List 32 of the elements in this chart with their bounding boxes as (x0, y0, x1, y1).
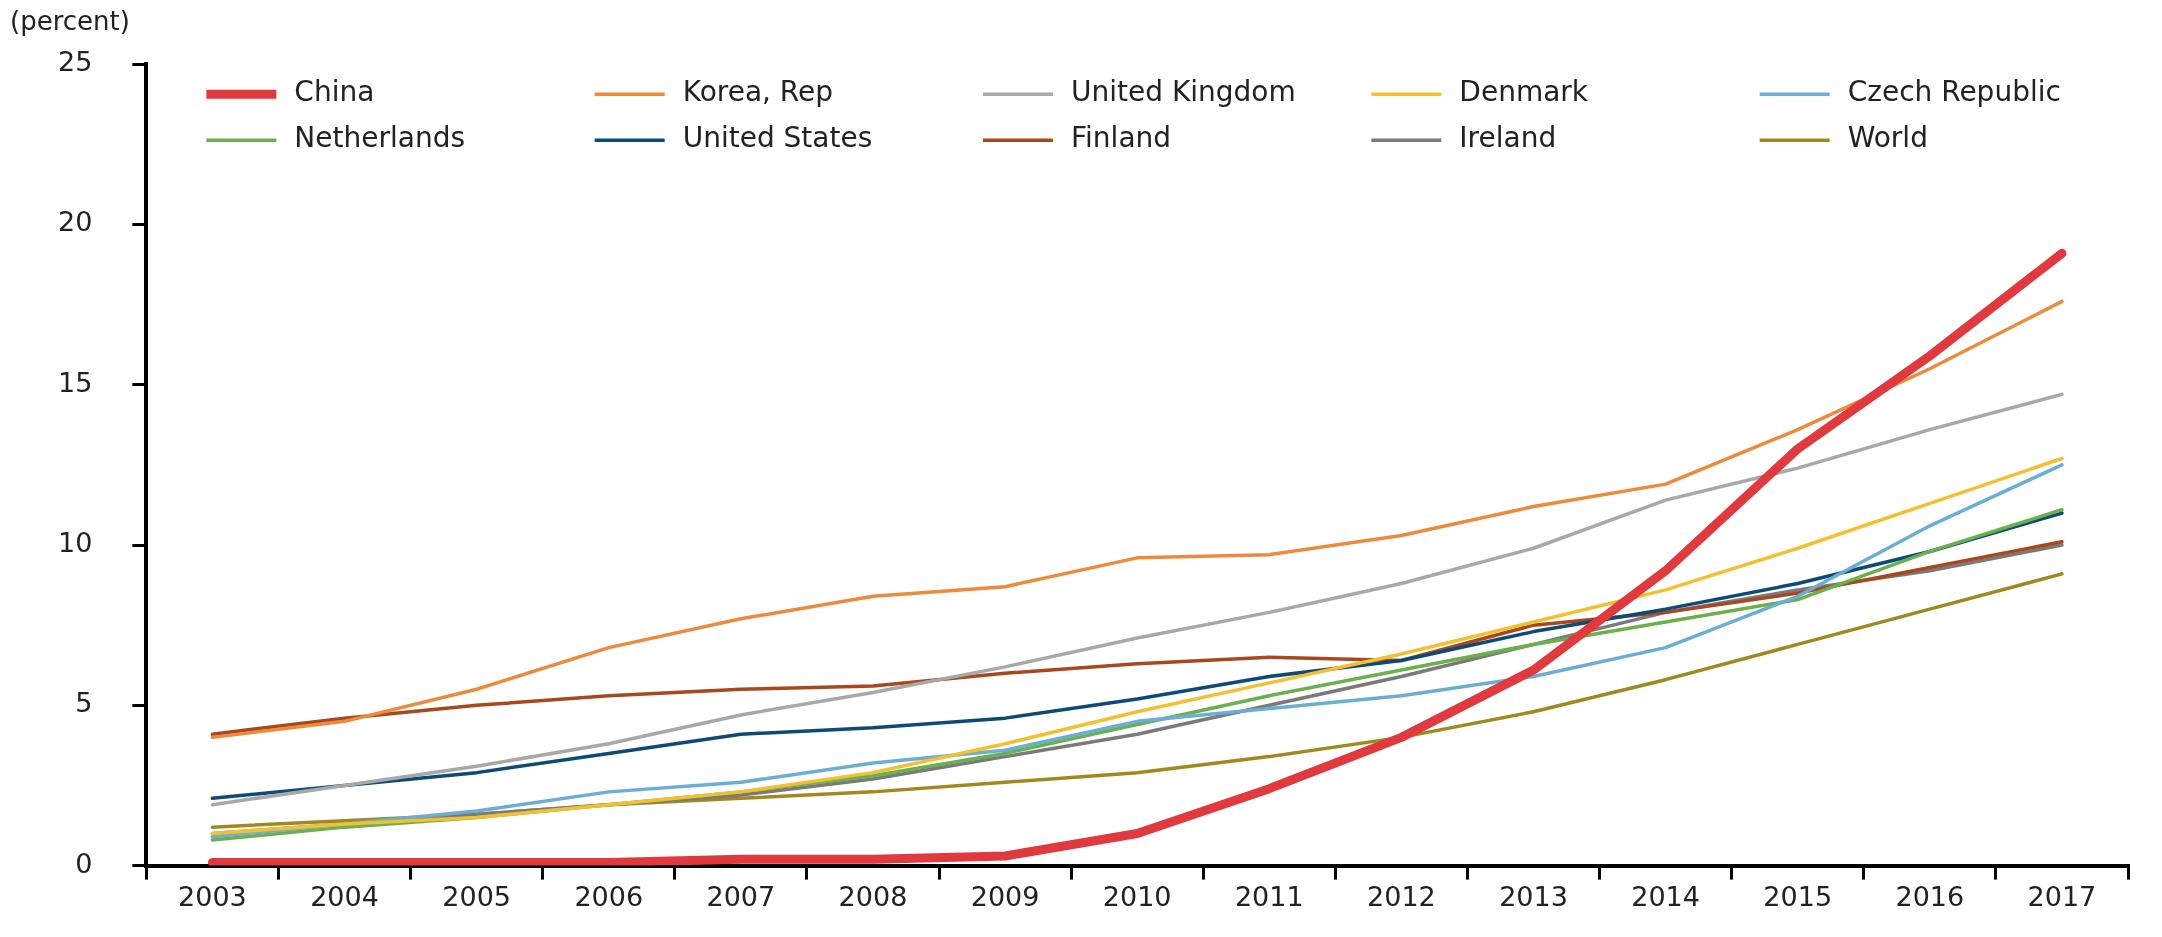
legend-label: United States (682, 121, 873, 155)
x-tick-label: 2010 (1102, 880, 1172, 912)
y-tick-label: 20 (58, 206, 93, 238)
legend-label: Denmark (1459, 75, 1589, 109)
x-tick-label: 2007 (706, 880, 776, 912)
x-tick-label: 2014 (1631, 880, 1700, 912)
x-tick-label: 2013 (1499, 880, 1568, 912)
y-tick-label: 15 (58, 366, 93, 398)
legend-label: Netherlands (294, 121, 466, 155)
y-tick-label: 10 (58, 527, 93, 559)
x-tick-label: 2009 (970, 880, 1040, 912)
y-tick-label: 25 (58, 46, 93, 78)
x-tick-label: 2006 (574, 880, 644, 912)
x-tick-label: 2016 (1895, 880, 1965, 912)
legend-label: Korea, Rep (682, 75, 834, 109)
x-tick-label: 2008 (838, 880, 908, 912)
y-tick-label: 0 (75, 847, 93, 879)
legend-label: Ireland (1459, 121, 1557, 155)
x-tick-label: 2011 (1234, 880, 1304, 912)
legend-label: China (294, 75, 375, 109)
y-axis-title: (percent) (10, 5, 130, 36)
x-tick-label: 2004 (310, 880, 379, 912)
x-tick-label: 2005 (442, 880, 511, 912)
x-tick-label: 2012 (1367, 880, 1436, 912)
legend-label: Finland (1071, 121, 1172, 155)
x-tick-label: 2015 (1763, 880, 1833, 912)
legend-label: Czech Republic (1847, 75, 2061, 109)
y-tick-label: 5 (75, 687, 93, 719)
x-tick-label: 2017 (2027, 880, 2097, 912)
legend-label: World (1847, 121, 1928, 155)
legend-label: United Kingdom (1071, 75, 1296, 109)
x-tick-label: 2003 (178, 880, 247, 912)
